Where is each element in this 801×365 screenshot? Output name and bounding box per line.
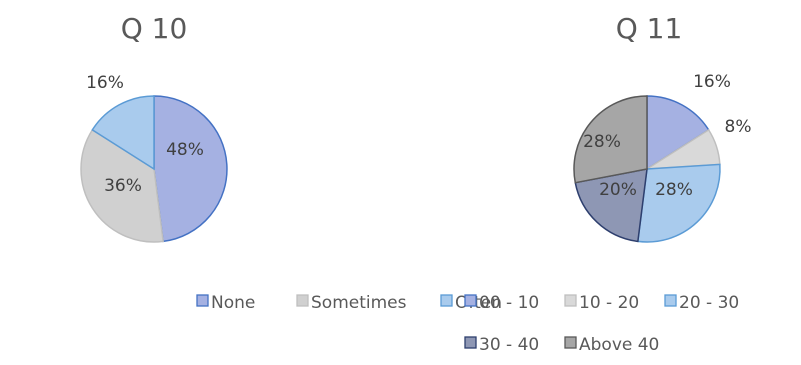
q10-legend: None Sometimes Often (196, 293, 502, 313)
q11-slice-30-40 (574, 168, 648, 243)
q11-legend-item-10-20: 10 - 20 (564, 293, 639, 313)
q11-legend-item-00-10: 00 - 10 (464, 293, 539, 313)
q11-legend-swatch-10-20 (564, 294, 577, 307)
q10-data-label-often: 16% (86, 73, 124, 93)
q11-legend-item-above-40: Above 40 (564, 335, 659, 355)
q11-legend-label-10-20: 10 - 20 (579, 293, 639, 313)
q10-legend-label-none: None (211, 293, 255, 313)
q11-legend-label-30-40: 30 - 40 (479, 335, 539, 355)
q11-legend-swatch-00-10 (464, 294, 477, 307)
q10-legend-swatch-none (196, 294, 209, 307)
q10-data-label-sometimes: 36% (104, 176, 142, 196)
q11-slice-20-30 (637, 163, 721, 243)
q10-legend-item-sometimes: Sometimes (296, 293, 407, 313)
q11-data-label-00-10: 16% (693, 72, 731, 92)
q10-legend-swatch-often (440, 294, 453, 307)
q11-chart-title: Q 11 (616, 12, 683, 45)
q11-data-label-20-30: 28% (655, 180, 693, 200)
q10-slice-none (153, 95, 228, 243)
q10-pie: 48% 36% 16% (80, 73, 228, 243)
q11-legend-label-above-40: Above 40 (579, 335, 659, 355)
q11-legend-label-00-10: 00 - 10 (479, 293, 539, 313)
q10-legend-label-sometimes: Sometimes (311, 293, 407, 313)
q11-legend-item-20-30: 20 - 30 (664, 293, 739, 313)
q10-slice-often (91, 95, 155, 171)
q11-legend-label-20-30: 20 - 30 (679, 293, 739, 313)
q11-legend-swatch-20-30 (664, 294, 677, 307)
q11-legend-swatch-above-40 (564, 336, 577, 349)
q11-slice-above-40 (573, 95, 648, 184)
q11-data-label-above-40: 28% (583, 132, 621, 152)
q10-legend-swatch-sometimes (296, 294, 309, 307)
q10-slice-sometimes (80, 128, 164, 243)
q11-legend: 00 - 10 10 - 20 20 - 30 30 - 40 Above 40 (464, 293, 739, 355)
q11-slice-00-10 (646, 95, 710, 171)
q10-chart: Q 10 48%36%16% None Sometimes Often (80, 12, 502, 313)
q11-chart: Q 11 16% 8% 28% 20% 28% 00 - 10 10 - 20 20 - 3… (464, 12, 752, 355)
q11-pie: 16% 8% 28% 20% 28% (573, 72, 752, 243)
q10-data-label-none: 48% (166, 140, 204, 160)
q11-legend-item-30-40: 30 - 40 (464, 335, 539, 355)
q11-legend-swatch-30-40 (464, 336, 477, 349)
q10-legend-item-none: None (196, 293, 255, 313)
q10-chart-title: Q 10 (121, 12, 188, 45)
q11-data-label-30-40: 20% (599, 180, 637, 200)
q11-data-label-10-20: 8% (725, 117, 752, 137)
